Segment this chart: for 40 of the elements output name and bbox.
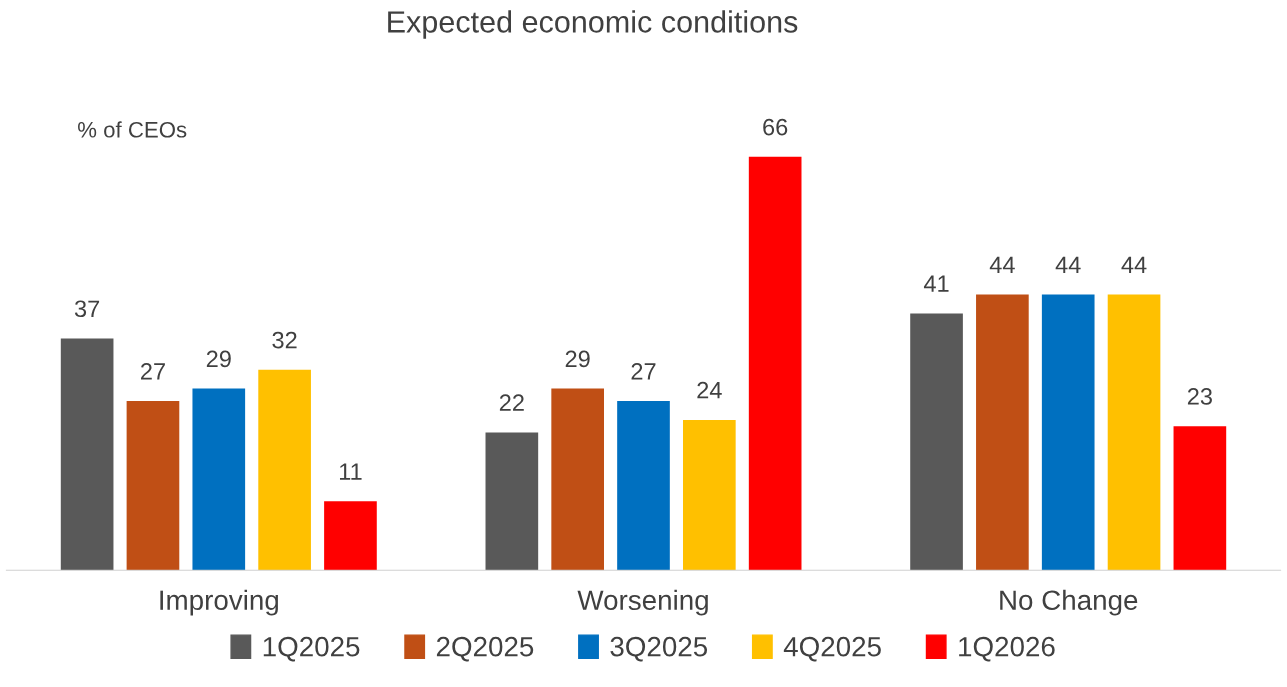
- chart-title: Expected economic conditions: [388, 10, 798, 39]
- bar: [1173, 426, 1227, 571]
- bar: [192, 388, 246, 571]
- data-label: 37: [74, 300, 100, 318]
- data-label: 27: [631, 363, 656, 380]
- data-label: 23: [1187, 388, 1212, 405]
- bar: [258, 369, 311, 571]
- legend-label: 3Q2025: [610, 636, 708, 662]
- data-label: 32: [272, 331, 297, 349]
- bar: [126, 401, 180, 571]
- data-label: 24: [697, 381, 722, 399]
- data-label: 44: [1055, 256, 1081, 274]
- data-label: 66: [763, 118, 788, 136]
- data-label: 29: [206, 350, 231, 368]
- bar: [60, 338, 114, 571]
- bar: [910, 313, 963, 571]
- bar: [324, 501, 377, 571]
- x-tick-label: Worsening: [577, 589, 708, 616]
- x-tick-label: Improving: [160, 589, 278, 616]
- x-tick-label: No Change: [1000, 589, 1138, 616]
- bar: [748, 156, 802, 571]
- data-label: 11: [339, 463, 362, 480]
- data-label: 41: [923, 275, 949, 292]
- data-label: 27: [141, 363, 165, 380]
- data-label: 44: [1121, 256, 1147, 274]
- bar: [1041, 294, 1095, 571]
- bar: [617, 401, 670, 571]
- bar: [1107, 294, 1161, 571]
- data-label: 22: [499, 394, 524, 411]
- data-label: 44: [989, 256, 1015, 274]
- legend-label: 4Q2025: [783, 636, 881, 662]
- bar: [976, 294, 1029, 571]
- bar: [683, 419, 736, 571]
- text: % of CEOs: [78, 121, 187, 138]
- legend-label: 1Q2026: [959, 636, 1055, 662]
- legend-label: 1Q2025: [263, 636, 360, 662]
- legend-label: 2Q2025: [436, 636, 534, 662]
- bar: [485, 432, 539, 571]
- data-label: 29: [565, 350, 590, 368]
- bar: [551, 388, 604, 571]
